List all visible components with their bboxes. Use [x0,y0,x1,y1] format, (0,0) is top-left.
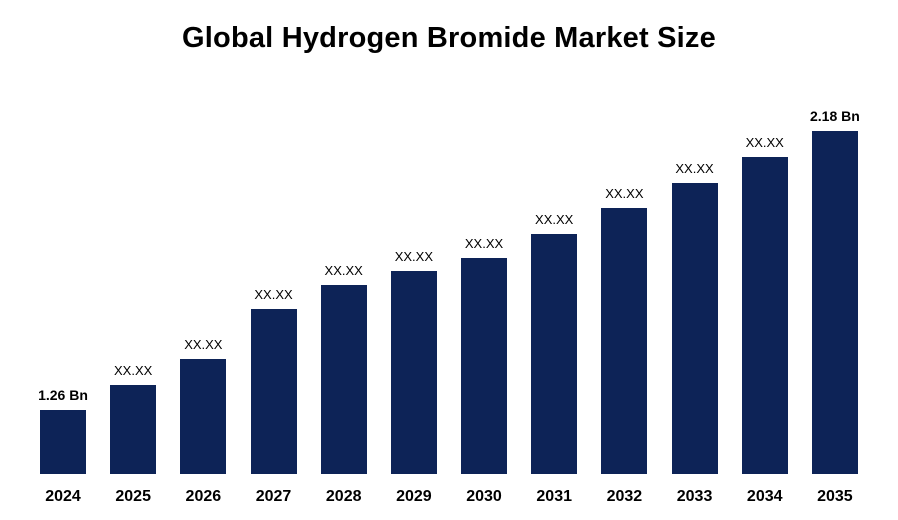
bar-value-label: XX.XX [535,212,574,227]
bar-column: XX.XX 2029 [381,249,447,506]
x-axis-label: 2033 [676,488,713,505]
x-axis-label: 2028 [325,488,362,505]
bar-value-label: XX.XX [254,287,293,302]
bar [601,208,648,474]
x-axis-label: 2030 [466,488,502,505]
bar [531,234,578,474]
bar [671,183,718,474]
bar-value-label: XX.XX [324,263,363,278]
bar-column: XX.XX 2033 [662,161,728,506]
bar-value-label: XX.XX [605,186,644,201]
bar-value-label: 1.26 Bn [38,387,88,403]
bar-column: XX.XX 2027 [241,287,307,506]
bar [250,309,297,474]
bar-column: XX.XX 2031 [521,212,587,506]
bar-column: XX.XX 2026 [170,337,236,506]
bar-value-label: 2.18 Bn [809,108,860,124]
x-axis-label: 2031 [536,488,572,505]
bar-column: 1.26 Bn 2024 [30,387,96,506]
bar-column: XX.XX 2025 [100,363,166,506]
x-axis-label: 2024 [45,488,81,505]
bar-value-label: XX.XX [675,161,714,176]
bar-value-label: XX.XX [184,337,223,352]
bar-column: XX.XX 2032 [591,186,657,506]
x-axis-label: 2027 [255,488,292,505]
x-axis-label: 2029 [396,488,432,505]
x-axis-label: 2032 [606,488,643,505]
bar [811,131,858,474]
x-axis-label: 2034 [746,488,783,505]
bar [461,258,508,474]
bar-value-label: XX.XX [745,135,784,150]
bar-value-label: XX.XX [394,249,433,264]
x-axis-label: 2035 [817,488,853,505]
bar-column: 2.18 Bn 2035 [802,108,868,506]
bar [40,410,86,474]
bar-column: XX.XX 2028 [311,263,377,506]
bar-value-label: XX.XX [114,363,153,378]
bar-column: XX.XX 2030 [451,236,517,506]
bar [741,157,788,474]
chart-title: Global Hydrogen Bromide Market Size [182,22,716,54]
bar [390,271,437,474]
bar-column: XX.XX 2034 [732,135,798,506]
x-axis-label: 2026 [185,488,222,505]
x-axis-label: 2025 [115,488,151,505]
bar [110,385,157,474]
plot-area: 1.26 Bn 2024 XX.XX 2025 XX.XX 2026 XX.XX 2027 XX… [0,55,898,520]
bar [180,359,227,474]
bar-value-label: XX.XX [464,236,504,251]
bar [320,285,367,474]
